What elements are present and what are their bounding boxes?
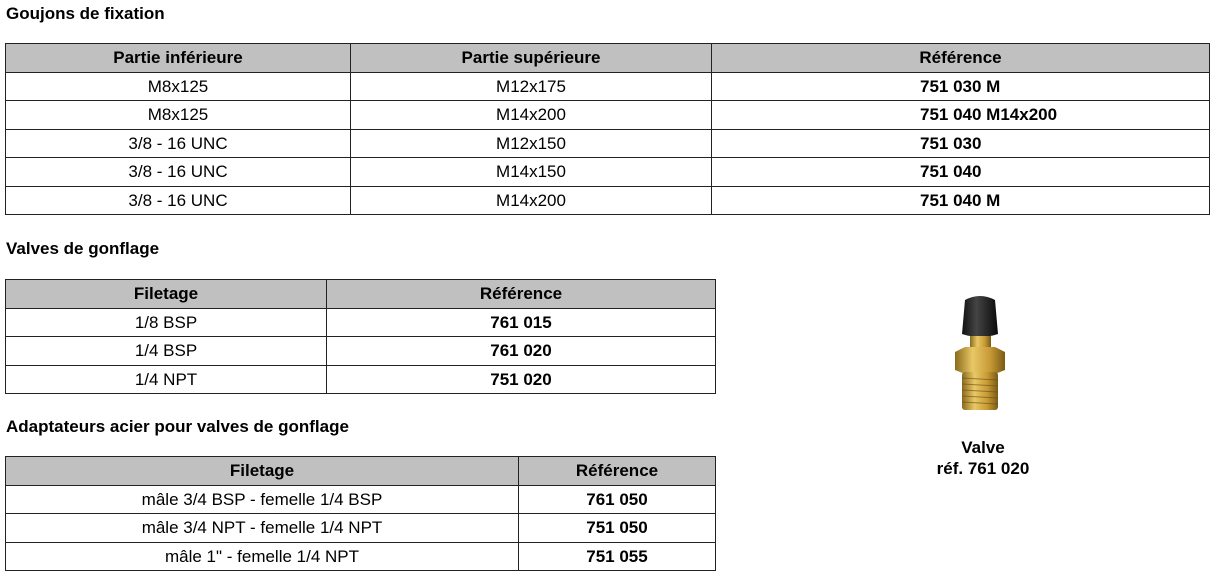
caption-title: Valve: [961, 438, 1005, 457]
header-cell: Filetage: [5, 456, 519, 486]
table-cell: mâle 1" - femelle 1/4 NPT: [5, 541, 519, 571]
caption-reference: réf. 761 020: [936, 459, 1030, 478]
fixation-table: Partie inférieure Partie supérieure Réfé…: [5, 43, 1210, 215]
valves-table: Filetage Référence 1/8 BSP 761 015 1/4 BSP…: [5, 279, 716, 394]
table-cell: 1/4 BSP: [5, 336, 327, 366]
table-row: mâle 1" - femelle 1/4 NPT 751 055: [5, 541, 716, 571]
header-cell: Partie inférieure: [5, 43, 351, 73]
table-cell: 1/4 NPT: [5, 364, 327, 394]
table-cell: mâle 3/4 BSP - femelle 1/4 BSP: [5, 484, 519, 514]
header-cell: Référence: [326, 279, 716, 309]
table-row: 1/8 BSP 761 015: [5, 307, 716, 337]
table-row: 1/4 BSP 761 020: [5, 336, 716, 366]
reference-cell: 751 040: [711, 157, 1210, 187]
table-header-row: Partie inférieure Partie supérieure Réfé…: [5, 43, 1210, 73]
reference-cell: 751 050: [518, 513, 716, 543]
valve-photo: [955, 296, 1005, 410]
reference-cell: 761 050: [518, 484, 716, 514]
table-cell: mâle 3/4 NPT - femelle 1/4 NPT: [5, 513, 519, 543]
reference-cell: 751 030 M: [711, 71, 1210, 101]
header-cell: Référence: [518, 456, 716, 486]
table-cell: M12x150: [350, 128, 712, 158]
photo-caption: Valve réf. 761 020: [900, 437, 1066, 479]
table-row: mâle 3/4 NPT - femelle 1/4 NPT 751 050: [5, 513, 716, 543]
table-row: 3/8 - 16 UNC M14x150 751 040: [5, 157, 1210, 187]
table-cell: M14x150: [350, 157, 712, 187]
reference-cell: 761 015: [326, 307, 716, 337]
header-cell: Partie supérieure: [350, 43, 712, 73]
table-cell: M12x175: [350, 71, 712, 101]
adaptateurs-table: Filetage Référence mâle 3/4 BSP - femell…: [5, 456, 716, 571]
section-title-adaptateurs: Adaptateurs acier pour valves de gonflag…: [6, 417, 349, 436]
table-cell: M8x125: [5, 100, 351, 130]
table-header-row: Filetage Référence: [5, 456, 716, 486]
table-cell: M8x125: [5, 71, 351, 101]
table-cell: 3/8 - 16 UNC: [5, 185, 351, 215]
reference-cell: 761 020: [326, 336, 716, 366]
table-cell: 3/8 - 16 UNC: [5, 128, 351, 158]
table-cell: 1/8 BSP: [5, 307, 327, 337]
reference-cell: 751 055: [518, 541, 716, 571]
section-title-valves: Valves de gonflage: [6, 239, 160, 258]
reference-cell: 751 040 M: [711, 185, 1210, 215]
table-row: 3/8 - 16 UNC M14x200 751 040 M: [5, 185, 1210, 215]
table-row: 3/8 - 16 UNC M12x150 751 030: [5, 128, 1210, 158]
reference-cell: 751 030: [711, 128, 1210, 158]
table-header-row: Filetage Référence: [5, 279, 716, 309]
table-row: M8x125 M12x175 751 030 M: [5, 71, 1210, 101]
reference-cell: 751 020: [326, 364, 716, 394]
table-row: M8x125 M14x200 751 040 M14x200: [5, 100, 1210, 130]
header-cell: Filetage: [5, 279, 327, 309]
table-row: 1/4 NPT 751 020: [5, 364, 716, 394]
section-title-fixation: Goujons de fixation: [6, 4, 165, 23]
table-cell: 3/8 - 16 UNC: [5, 157, 351, 187]
table-cell: M14x200: [350, 100, 712, 130]
table-row: mâle 3/4 BSP - femelle 1/4 BSP 761 050: [5, 484, 716, 514]
table-cell: M14x200: [350, 185, 712, 215]
reference-cell: 751 040 M14x200: [711, 100, 1210, 130]
header-cell: Référence: [711, 43, 1210, 73]
